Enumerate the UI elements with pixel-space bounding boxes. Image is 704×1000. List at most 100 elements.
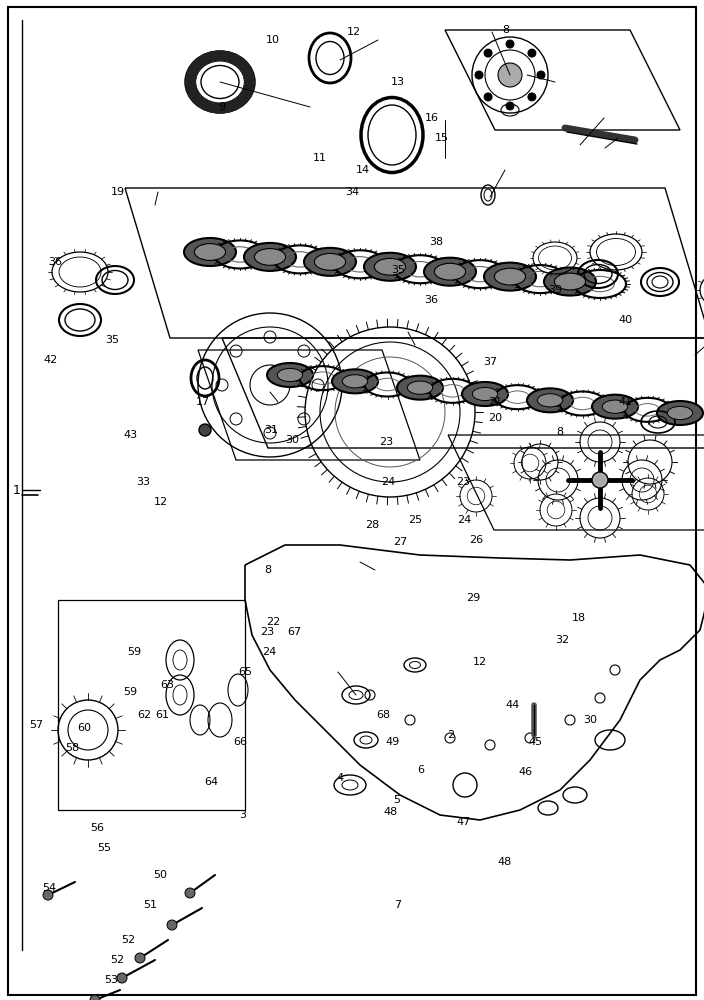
Circle shape (506, 40, 514, 48)
Text: 62: 62 (137, 710, 151, 720)
Text: 8: 8 (556, 427, 563, 437)
Text: 48: 48 (384, 807, 398, 817)
Text: 63: 63 (161, 680, 175, 690)
Circle shape (537, 71, 545, 79)
Circle shape (506, 102, 514, 110)
Text: 35: 35 (391, 265, 406, 275)
Text: 17: 17 (196, 397, 210, 407)
Text: 48: 48 (497, 857, 511, 867)
Text: 9: 9 (218, 102, 225, 112)
Ellipse shape (462, 382, 508, 406)
Ellipse shape (592, 395, 638, 419)
Text: 8: 8 (264, 565, 271, 575)
Circle shape (498, 63, 522, 87)
Text: 44: 44 (505, 700, 520, 710)
Ellipse shape (375, 258, 406, 275)
Text: 13: 13 (391, 77, 405, 87)
Text: 19: 19 (111, 187, 125, 197)
Circle shape (484, 93, 492, 101)
Ellipse shape (315, 253, 346, 270)
Ellipse shape (244, 243, 296, 271)
Ellipse shape (364, 253, 416, 281)
Circle shape (90, 995, 100, 1000)
Text: 11: 11 (313, 153, 327, 163)
Text: 12: 12 (346, 27, 360, 37)
Ellipse shape (277, 368, 303, 382)
Text: 36: 36 (48, 257, 62, 267)
Text: 18: 18 (572, 613, 586, 623)
Text: 38: 38 (429, 237, 444, 247)
Text: 30: 30 (285, 435, 299, 445)
Text: 41: 41 (619, 397, 633, 407)
Text: 64: 64 (204, 777, 218, 787)
Circle shape (185, 888, 195, 898)
Circle shape (484, 49, 492, 57)
Circle shape (43, 890, 53, 900)
Circle shape (135, 953, 145, 963)
Ellipse shape (472, 387, 498, 401)
Text: 31: 31 (264, 425, 278, 435)
Text: 36: 36 (424, 295, 438, 305)
Ellipse shape (537, 394, 562, 407)
Text: 1: 1 (13, 484, 20, 496)
Text: 10: 10 (266, 35, 280, 45)
Circle shape (528, 93, 536, 101)
Circle shape (592, 472, 608, 488)
Text: 23: 23 (379, 437, 393, 447)
Text: 60: 60 (77, 723, 92, 733)
Ellipse shape (484, 263, 536, 291)
Ellipse shape (254, 249, 286, 265)
Text: 8: 8 (503, 25, 510, 35)
Text: 61: 61 (155, 710, 169, 720)
Ellipse shape (494, 268, 526, 285)
Text: 52: 52 (121, 935, 135, 945)
Ellipse shape (424, 258, 476, 286)
Ellipse shape (544, 268, 596, 296)
Text: 26: 26 (469, 535, 483, 545)
Ellipse shape (304, 248, 356, 276)
Text: 53: 53 (104, 975, 118, 985)
Ellipse shape (184, 238, 236, 266)
Text: 33: 33 (137, 477, 151, 487)
Text: 37: 37 (483, 357, 497, 367)
Text: 56: 56 (90, 823, 104, 833)
Text: 55: 55 (97, 843, 111, 853)
Text: 5: 5 (394, 795, 401, 805)
Text: 59: 59 (127, 647, 141, 657)
Text: 12: 12 (473, 657, 487, 667)
Circle shape (199, 424, 211, 436)
Text: 12: 12 (153, 497, 168, 507)
Text: 24: 24 (458, 515, 472, 525)
Text: 52: 52 (110, 955, 124, 965)
Ellipse shape (397, 376, 443, 400)
Text: 59: 59 (123, 687, 137, 697)
Text: 14: 14 (356, 165, 370, 175)
Text: 66: 66 (234, 737, 248, 747)
Text: 23: 23 (260, 627, 275, 637)
Text: 34: 34 (345, 187, 359, 197)
Text: 47: 47 (456, 817, 470, 827)
Text: 50: 50 (153, 870, 168, 880)
Text: 67: 67 (287, 627, 301, 637)
Text: 23: 23 (456, 477, 470, 487)
Text: 15: 15 (435, 133, 449, 143)
Text: 43: 43 (123, 430, 137, 440)
Text: 51: 51 (144, 900, 158, 910)
Text: 65: 65 (238, 667, 252, 677)
Text: 58: 58 (65, 743, 79, 753)
Text: 20: 20 (488, 413, 502, 423)
Text: 42: 42 (44, 355, 58, 365)
Text: 28: 28 (365, 520, 379, 530)
Ellipse shape (408, 381, 433, 394)
Text: 46: 46 (518, 767, 532, 777)
Text: 54: 54 (42, 883, 56, 893)
Text: 4: 4 (337, 773, 344, 783)
Circle shape (167, 920, 177, 930)
Circle shape (528, 49, 536, 57)
Text: 32: 32 (555, 635, 569, 645)
Text: 3: 3 (239, 810, 246, 820)
Text: 49: 49 (386, 737, 400, 747)
Text: 24: 24 (262, 647, 276, 657)
Ellipse shape (194, 244, 225, 260)
Text: 24: 24 (382, 477, 396, 487)
